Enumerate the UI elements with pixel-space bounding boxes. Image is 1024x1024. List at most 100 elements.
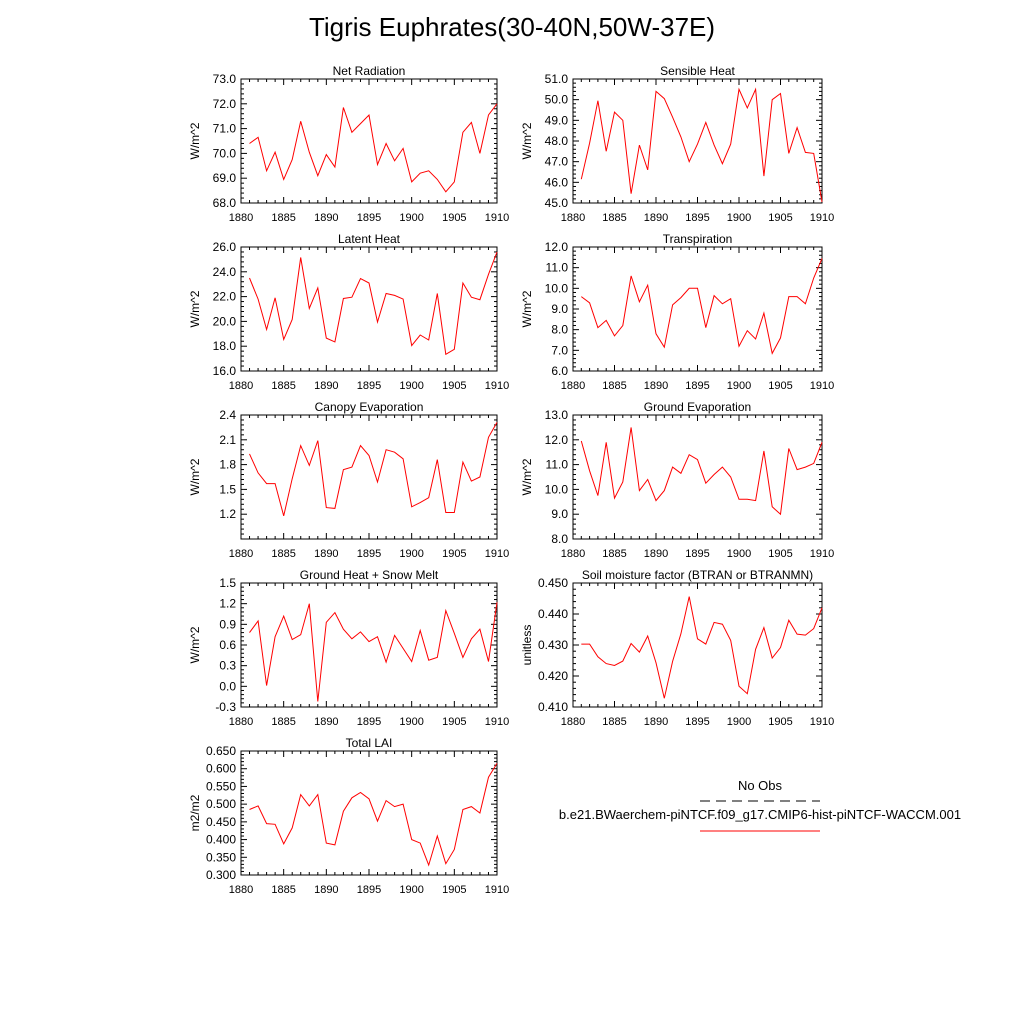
x-tick-label: 1895	[357, 212, 381, 224]
y-tick-label: 13.0	[545, 408, 569, 422]
y-tick-label: 9.0	[551, 302, 568, 316]
panel-title: Transpiration	[663, 232, 733, 246]
series-line	[581, 258, 823, 355]
y-tick-label: 71.0	[213, 122, 237, 136]
y-axis-label: W/m^2	[188, 122, 202, 159]
x-tick-label: 1880	[561, 212, 585, 224]
series-line	[249, 103, 498, 193]
x-tick-label: 1895	[685, 716, 709, 728]
y-tick-label: 51.0	[545, 72, 569, 86]
x-tick-label: 1885	[602, 212, 626, 224]
x-tick-label: 1885	[602, 548, 626, 560]
x-tick-label: 1910	[810, 212, 834, 224]
y-tick-label: 16.0	[213, 364, 237, 378]
y-tick-label: 0.600	[206, 762, 236, 776]
x-tick-label: 1895	[357, 548, 381, 560]
y-tick-label: 0.3	[219, 659, 236, 673]
panel-5: Canopy Evaporation W/m^2 1880 1885 1890 1895 1…	[188, 400, 509, 560]
y-tick-label: 2.1	[219, 433, 236, 447]
x-tick-label: 1895	[357, 716, 381, 728]
y-tick-label: 0.440	[538, 607, 568, 621]
y-tick-label: 0.0	[219, 679, 236, 693]
x-tick-label: 1890	[644, 212, 668, 224]
y-tick-label: 1.2	[219, 507, 236, 521]
x-tick-label: 1890	[314, 884, 338, 896]
x-tick-label: 1900	[727, 548, 751, 560]
y-tick-label: 72.0	[213, 97, 237, 111]
figure-title: Tigris Euphrates(30-40N,50W-37E)	[308, 12, 716, 42]
panel-9: Total LAI m2/m2 1880 1885 1890 1895 1900 1905 19…	[188, 736, 509, 896]
panel-title: Soil moisture factor (BTRAN or BTRANMN)	[582, 568, 813, 582]
y-tick-label: 0.450	[538, 576, 568, 590]
x-tick-label: 1905	[768, 548, 792, 560]
x-tick-label: 1885	[602, 380, 626, 392]
panel-title: Latent Heat	[338, 232, 401, 246]
x-tick-label: 1885	[271, 212, 295, 224]
x-tick-label: 1895	[685, 212, 709, 224]
y-tick-label: 68.0	[213, 196, 237, 210]
y-axis-label: W/m^2	[520, 458, 534, 495]
x-tick-label: 1880	[561, 380, 585, 392]
x-tick-label: 1910	[485, 716, 509, 728]
x-tick-label: 1890	[644, 380, 668, 392]
series-line	[581, 596, 823, 699]
x-tick-label: 1900	[399, 548, 423, 560]
x-tick-label: 1880	[561, 548, 585, 560]
x-tick-label: 1910	[485, 212, 509, 224]
series-line	[580, 87, 823, 203]
y-tick-label: 20.0	[213, 314, 237, 328]
x-tick-label: 1905	[768, 380, 792, 392]
legend-model-label: b.e21.BWaerchem-piNTCF.f09_g17.CMIP6-his…	[558, 807, 962, 822]
panel-title: Canopy Evaporation	[315, 400, 424, 414]
y-tick-label: 8.0	[551, 532, 568, 546]
x-tick-label: 1910	[485, 380, 509, 392]
x-tick-label: 1905	[768, 716, 792, 728]
x-tick-label: 1880	[561, 716, 585, 728]
y-tick-label: 70.0	[213, 146, 237, 160]
y-tick-label: 0.650	[206, 744, 236, 758]
y-tick-label: 24.0	[213, 265, 237, 279]
y-tick-label: 7.0	[551, 343, 568, 357]
y-tick-label: 11.0	[546, 458, 569, 472]
panel-3: Latent Heat W/m^2 1880 1885 1890 1895 1900 1905…	[188, 232, 509, 392]
x-tick-label: 1890	[644, 548, 668, 560]
panel-frame	[240, 246, 498, 372]
y-tick-label: 0.300	[206, 868, 236, 882]
y-axis-label: m2/m2	[188, 794, 202, 831]
y-tick-label: 0.9	[219, 617, 236, 631]
panel-title: Ground Evaporation	[644, 400, 751, 414]
x-tick-label: 1880	[229, 548, 253, 560]
y-tick-label: 50.0	[545, 93, 569, 107]
y-tick-label: 12.0	[545, 240, 569, 254]
panel-6: Ground Evaporation W/m^2 1880 1885 1890 1895 1…	[520, 400, 834, 560]
y-tick-label: 0.420	[538, 669, 568, 683]
x-tick-label: 1900	[727, 716, 751, 728]
x-tick-label: 1895	[685, 380, 709, 392]
panel-2: Sensible Heat W/m^2 1880 1885 1890 1895 1900 19…	[520, 64, 834, 224]
y-tick-label: 0.500	[206, 797, 236, 811]
y-tick-label: 6.0	[551, 364, 568, 378]
panel-frame	[572, 414, 823, 540]
panel-7: Ground Heat + Snow Melt W/m^2 1880 1885 1890…	[188, 568, 509, 728]
panel-8: Soil moisture factor (BTRAN or BTRANMN) u…	[520, 568, 834, 728]
y-tick-label: 0.350	[206, 850, 236, 864]
series-line	[249, 422, 498, 517]
y-tick-label: 12.0	[545, 433, 569, 447]
x-tick-label: 1895	[357, 884, 381, 896]
x-tick-label: 1880	[229, 884, 253, 896]
panel-title: Net Radiation	[333, 64, 406, 78]
legend-obs-line	[700, 800, 820, 802]
x-tick-label: 1905	[442, 212, 466, 224]
x-tick-label: 1885	[271, 884, 295, 896]
x-tick-label: 1910	[810, 548, 834, 560]
x-tick-label: 1900	[399, 716, 423, 728]
x-tick-label: 1885	[271, 716, 295, 728]
y-tick-label: 22.0	[213, 290, 237, 304]
panel-frame	[240, 78, 498, 204]
x-tick-label: 1880	[229, 212, 253, 224]
y-tick-label: 45.0	[545, 196, 569, 210]
y-axis-label: unitless	[520, 625, 534, 666]
series-line	[580, 427, 823, 516]
x-tick-label: 1905	[442, 716, 466, 728]
